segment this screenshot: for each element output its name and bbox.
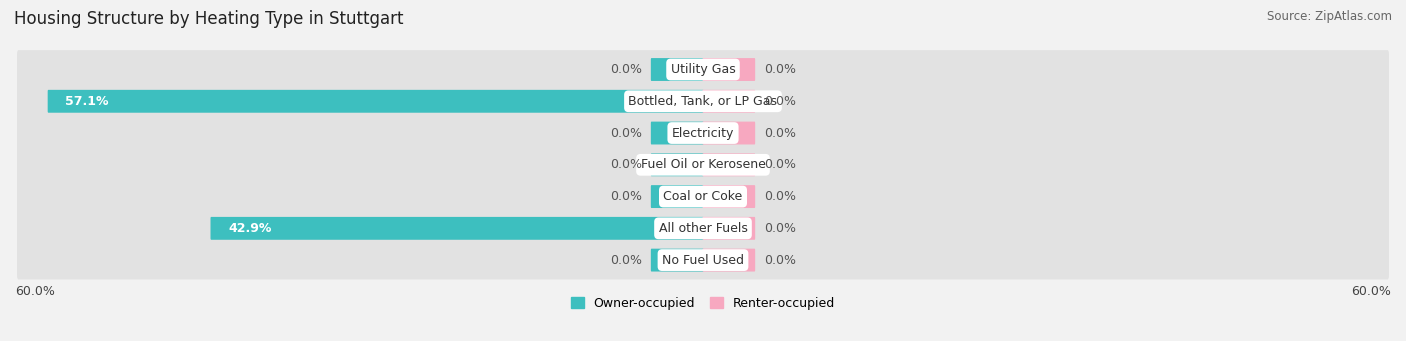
Text: 0.0%: 0.0% [610, 190, 643, 203]
Text: 57.1%: 57.1% [66, 95, 108, 108]
Text: 0.0%: 0.0% [610, 158, 643, 171]
FancyBboxPatch shape [651, 249, 703, 271]
FancyBboxPatch shape [703, 249, 755, 271]
Text: 42.9%: 42.9% [228, 222, 271, 235]
Text: 0.0%: 0.0% [763, 95, 796, 108]
Text: 0.0%: 0.0% [610, 254, 643, 267]
Text: 0.0%: 0.0% [763, 222, 796, 235]
Text: No Fuel Used: No Fuel Used [662, 254, 744, 267]
Text: 0.0%: 0.0% [610, 63, 643, 76]
Text: Housing Structure by Heating Type in Stuttgart: Housing Structure by Heating Type in Stu… [14, 10, 404, 28]
Text: Utility Gas: Utility Gas [671, 63, 735, 76]
Text: 0.0%: 0.0% [763, 254, 796, 267]
FancyBboxPatch shape [651, 185, 703, 208]
FancyBboxPatch shape [703, 122, 755, 145]
Text: Fuel Oil or Kerosene: Fuel Oil or Kerosene [641, 158, 765, 171]
FancyBboxPatch shape [703, 58, 755, 81]
Text: 0.0%: 0.0% [763, 158, 796, 171]
FancyBboxPatch shape [17, 145, 1389, 184]
FancyBboxPatch shape [651, 122, 703, 145]
Text: 0.0%: 0.0% [763, 127, 796, 139]
Text: Electricity: Electricity [672, 127, 734, 139]
FancyBboxPatch shape [48, 90, 703, 113]
Text: Source: ZipAtlas.com: Source: ZipAtlas.com [1267, 10, 1392, 23]
FancyBboxPatch shape [651, 153, 703, 176]
Text: Bottled, Tank, or LP Gas: Bottled, Tank, or LP Gas [628, 95, 778, 108]
Text: 60.0%: 60.0% [1351, 285, 1391, 298]
FancyBboxPatch shape [17, 82, 1389, 121]
FancyBboxPatch shape [17, 209, 1389, 248]
Legend: Owner-occupied, Renter-occupied: Owner-occupied, Renter-occupied [571, 297, 835, 310]
Text: 0.0%: 0.0% [763, 63, 796, 76]
Text: All other Fuels: All other Fuels [658, 222, 748, 235]
Text: 0.0%: 0.0% [763, 190, 796, 203]
FancyBboxPatch shape [211, 217, 703, 240]
FancyBboxPatch shape [703, 90, 755, 113]
Text: 0.0%: 0.0% [610, 127, 643, 139]
FancyBboxPatch shape [17, 50, 1389, 89]
FancyBboxPatch shape [703, 217, 755, 240]
FancyBboxPatch shape [651, 58, 703, 81]
FancyBboxPatch shape [703, 153, 755, 176]
Text: Coal or Coke: Coal or Coke [664, 190, 742, 203]
FancyBboxPatch shape [17, 177, 1389, 216]
FancyBboxPatch shape [17, 114, 1389, 152]
FancyBboxPatch shape [703, 185, 755, 208]
Text: 60.0%: 60.0% [15, 285, 55, 298]
FancyBboxPatch shape [17, 241, 1389, 280]
